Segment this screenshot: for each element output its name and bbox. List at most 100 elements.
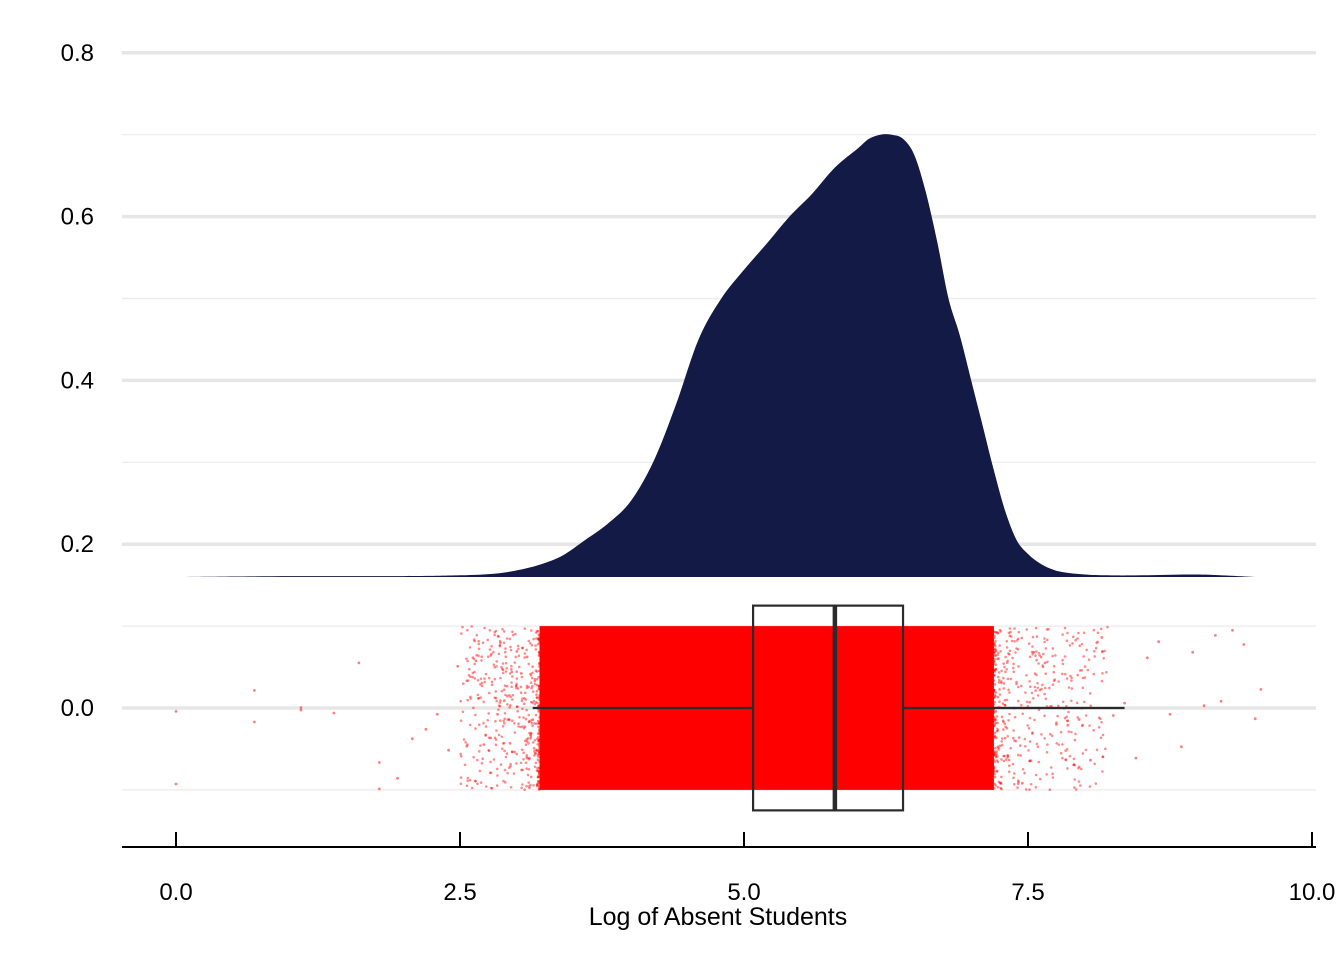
jitter-point [525,684,529,688]
jitter-point [1000,669,1003,673]
jitter-point [1000,787,1003,791]
jitter-point [525,648,528,652]
jitter-point [537,769,540,772]
jitter-point [479,683,482,686]
jitter-point [534,701,538,704]
jitter-point [460,632,463,635]
jitter-point [509,645,512,649]
jitter-point [537,787,541,790]
jitter-point [1068,754,1072,758]
jitter-point [1007,688,1010,692]
y-tick-label: 0.6 [61,204,94,231]
jitter-point [509,762,512,766]
jitter-point [992,689,996,692]
jitter-point [510,750,514,754]
jitter-point [528,731,531,735]
jitter-point [536,629,539,633]
jitter-point [993,669,997,672]
jitter-point [501,725,505,728]
jitter-point [515,684,518,688]
jitter-point [1004,725,1007,729]
jitter-point [538,732,541,735]
jitter-point [493,696,497,700]
jitter-point [531,671,534,675]
jitter-point [521,646,524,650]
jitter-point [1028,759,1031,763]
jitter-point [1032,697,1035,700]
jitter-point [1078,669,1082,672]
jitter-point [498,704,502,708]
jitter-point [994,645,997,648]
jitter-point [521,707,524,711]
jitter-point [1095,748,1099,752]
jitter-point [1039,656,1043,659]
jitter-point [1020,636,1024,640]
jitter-point [1028,788,1031,791]
jitter-point [992,751,996,755]
jitter-point [992,650,996,654]
jitter-point [477,750,481,753]
jitter-point [537,721,541,724]
jitter-point [534,644,537,647]
jitter-point [996,769,999,773]
jitter-point [1000,758,1003,761]
jitter-point [1042,652,1045,656]
jitter-point [490,680,494,684]
jitter-point [992,724,996,728]
jitter-point [529,732,533,735]
jitter-point [495,660,499,663]
jitter-point [510,668,513,671]
jitter-point [538,728,541,731]
jitter-point [1157,640,1160,644]
jitter-point [530,732,533,735]
jitter-point [1003,703,1007,707]
jitter-point [1006,735,1009,738]
jitter-point [992,651,996,655]
jitter-point [486,638,490,642]
jitter-point [508,706,511,709]
jitter-point [1078,765,1081,769]
jitter-point [538,743,541,747]
jitter-point [1007,631,1011,635]
jitter-point [534,631,538,634]
jitter-point [506,718,510,721]
jitter-point [514,684,518,687]
jitter-point [537,770,541,774]
jitter-point [1067,710,1070,714]
jitter-point [503,722,506,725]
jitter-point [1066,767,1069,770]
jitter-point [994,630,997,634]
jitter-point [996,631,999,635]
jitter-point [1004,655,1007,659]
jitter-point [468,646,472,649]
jitter-point [999,781,1002,785]
jitter-point [993,657,996,661]
jitter-point [1093,649,1096,653]
jitter-point [1061,658,1064,662]
jitter-point [481,641,485,644]
jitter-point [1092,672,1096,676]
jitter-point [528,756,531,760]
jitter-point [538,704,541,707]
jitter-point [1089,704,1092,708]
jitter-point [537,654,541,657]
jitter-point [992,690,996,694]
jitter-point [1003,754,1006,758]
jitter-point [994,694,997,698]
jitter-point [1102,657,1106,660]
jitter-point [992,668,996,672]
jitter-point [992,766,996,770]
jitter-point [523,627,527,630]
jitter-point [538,641,541,644]
jitter-point [1029,759,1033,762]
jitter-point [538,767,541,770]
jitter-point [497,635,500,638]
jitter-point [994,784,998,787]
jitter-point [521,783,524,786]
jitter-point [538,650,541,654]
jitter-point [1051,772,1054,775]
jitter-point [1037,662,1040,665]
jitter-point [504,661,508,665]
jitter-point [536,784,539,788]
jitter-point [992,643,996,647]
